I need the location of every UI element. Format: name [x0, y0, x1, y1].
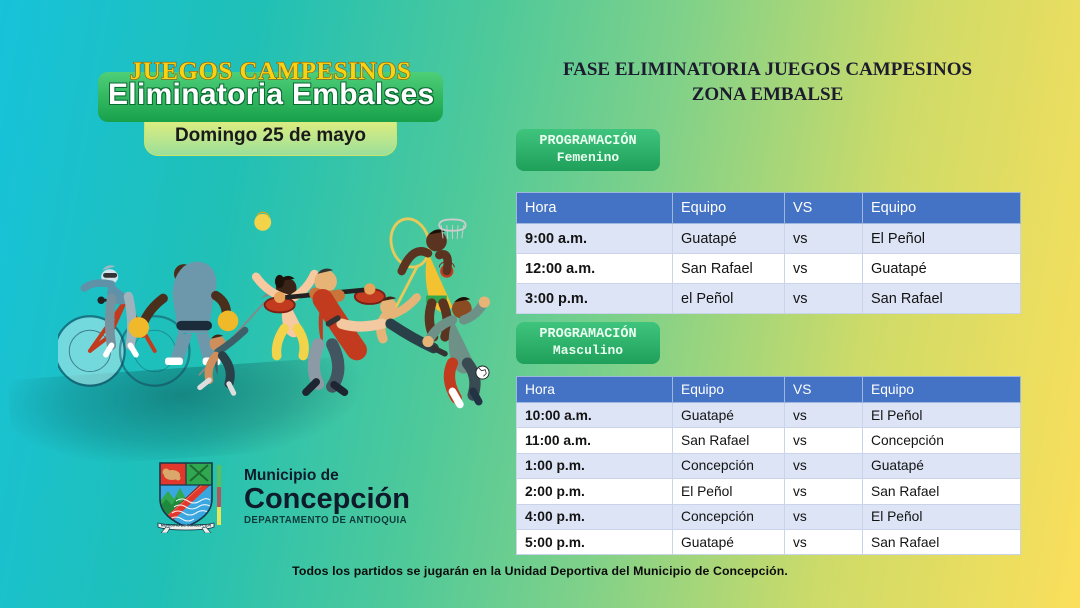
svg-text:MUNICIPIO DE CONCEPCION: MUNICIPIO DE CONCEPCION	[161, 524, 212, 528]
